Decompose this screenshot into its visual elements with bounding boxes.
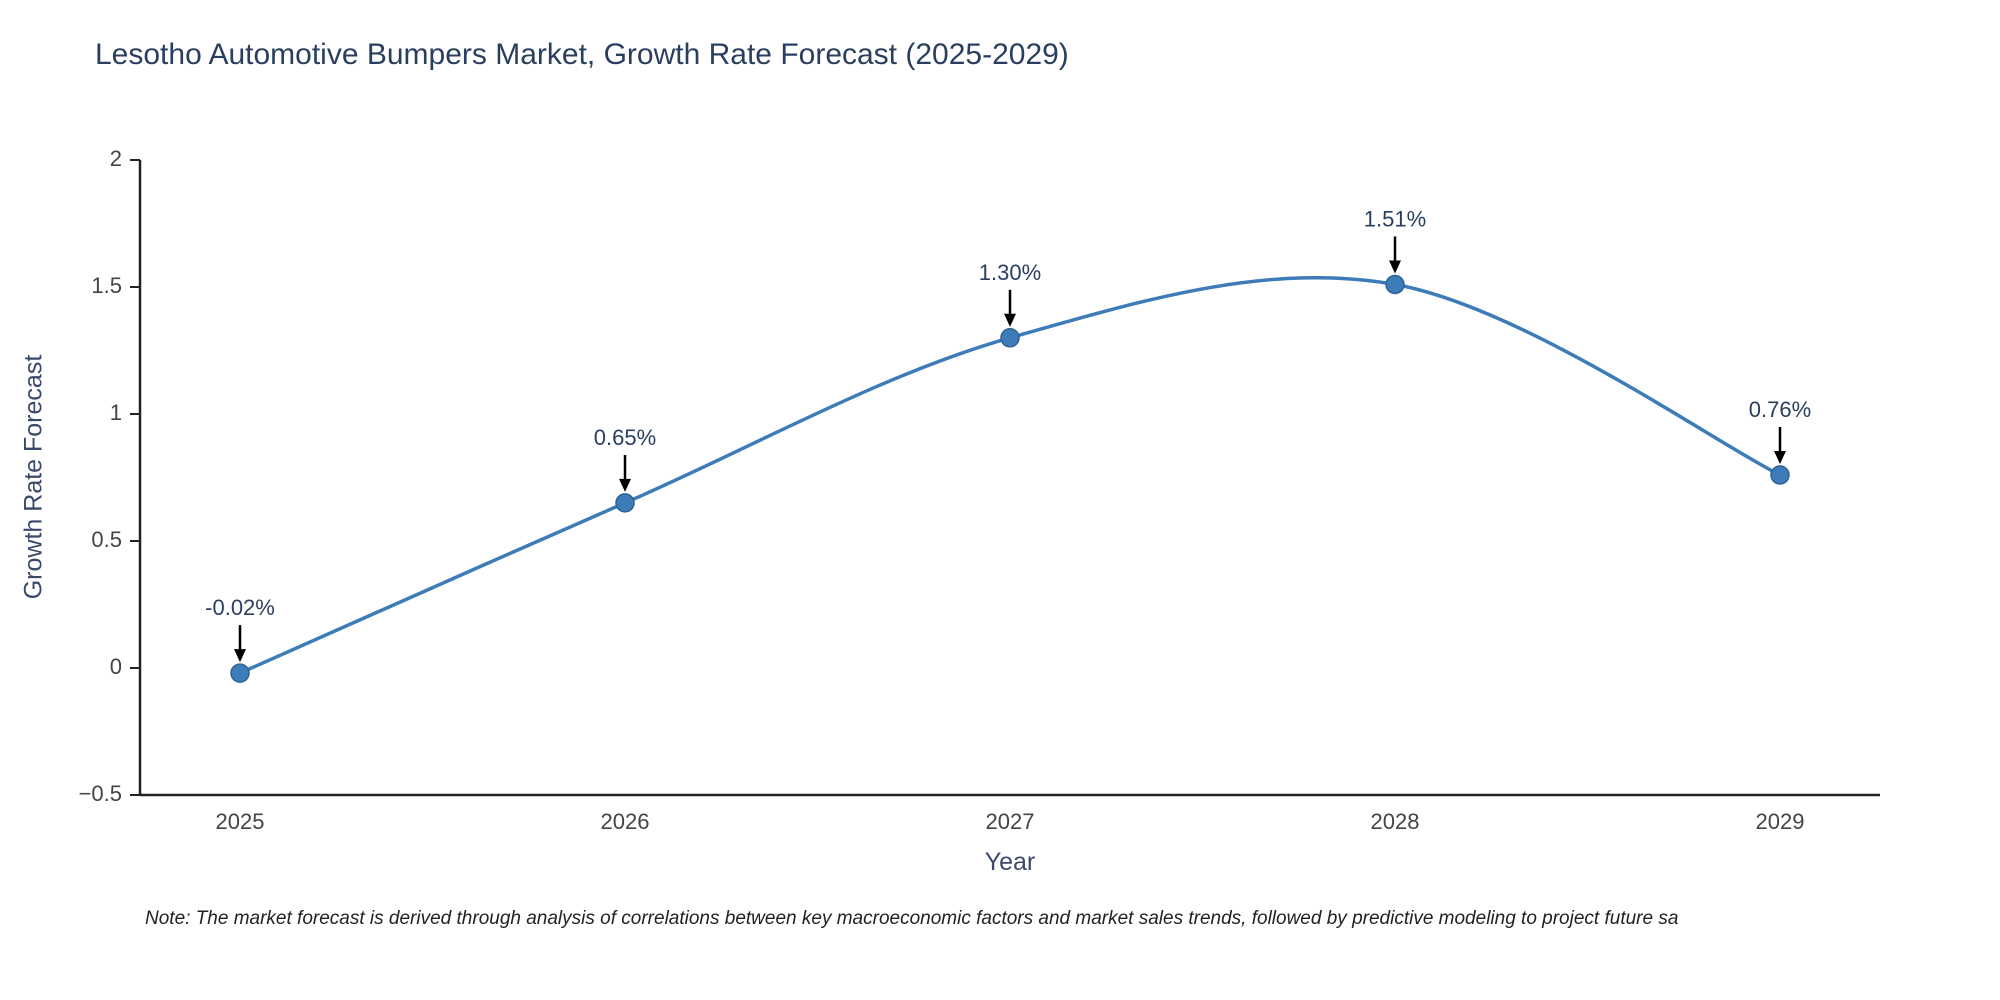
y-tick-label: −0.5 <box>79 781 122 806</box>
line-chart: −0.5 0 0.5 1 1.5 2 2025 2026 2027 2028 2029 -0.02% 0… <box>79 146 1880 834</box>
data-point <box>1770 465 1790 485</box>
point-label: 0.76% <box>1749 397 1811 422</box>
point-label: 1.30% <box>979 260 1041 285</box>
point-label: 0.65% <box>594 425 656 450</box>
x-tick-label: 2025 <box>216 809 265 834</box>
point-label: 1.51% <box>1364 206 1426 231</box>
data-point <box>1385 274 1405 295</box>
data-point <box>1000 328 1020 348</box>
data-point <box>615 493 635 513</box>
x-tick-label: 2026 <box>601 809 650 834</box>
x-tick-label: 2028 <box>1371 809 1420 834</box>
point-label: -0.02% <box>205 595 275 620</box>
annotation-arrow-head <box>1004 313 1016 327</box>
annotation-arrow-head <box>1389 260 1401 274</box>
data-point <box>230 663 250 683</box>
y-tick-label: 1 <box>110 400 122 425</box>
x-tick-label: 2029 <box>1756 809 1805 834</box>
annotation-arrow-head <box>619 478 631 492</box>
y-tick-label: 2 <box>110 146 122 171</box>
x-tick-label: 2027 <box>986 809 1035 834</box>
annotation-arrow-head <box>1774 450 1786 464</box>
chart-title: Lesotho Automotive Bumpers Market, Growt… <box>95 38 1069 71</box>
y-axis-title: Growth Rate Forecast <box>19 354 48 600</box>
y-tick-label: 1.5 <box>91 273 122 298</box>
y-tick-label: 0.5 <box>91 527 122 552</box>
y-tick-label: 0 <box>110 654 122 679</box>
footnote: Note: The market forecast is derived thr… <box>145 908 1679 929</box>
x-axis-title: Year <box>984 848 1036 876</box>
annotation-arrow-head <box>234 649 246 663</box>
